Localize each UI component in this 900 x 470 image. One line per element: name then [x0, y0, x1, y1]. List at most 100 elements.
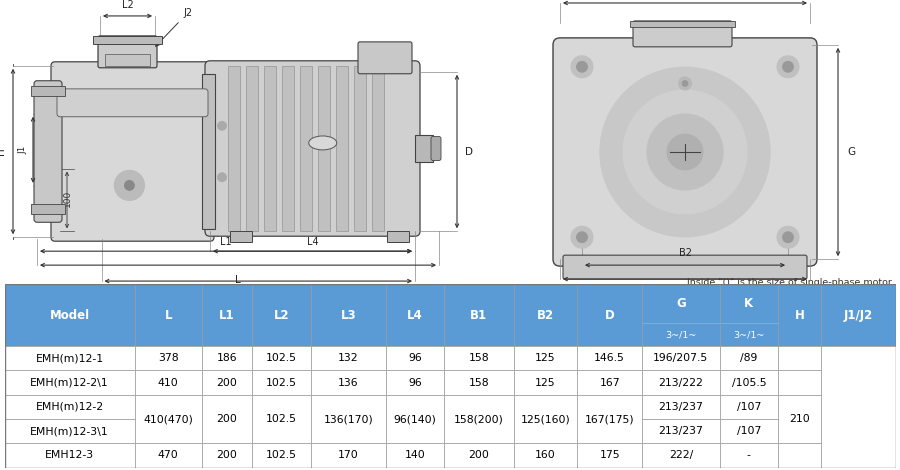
- FancyBboxPatch shape: [358, 42, 412, 74]
- Circle shape: [124, 180, 134, 190]
- FancyBboxPatch shape: [563, 255, 807, 279]
- Bar: [643, 370, 720, 395]
- Bar: [252, 284, 310, 346]
- Bar: [135, 370, 202, 395]
- FancyBboxPatch shape: [34, 81, 62, 222]
- Bar: [135, 346, 202, 370]
- Bar: [264, 66, 275, 231]
- Text: 410: 410: [158, 377, 178, 388]
- Circle shape: [571, 226, 593, 248]
- Bar: [246, 66, 257, 231]
- Text: B2: B2: [679, 248, 691, 258]
- Bar: [4, 419, 135, 443]
- Circle shape: [647, 114, 723, 190]
- Text: L2: L2: [122, 0, 133, 10]
- Bar: [643, 284, 720, 323]
- Bar: [643, 443, 720, 468]
- Text: 102.5: 102.5: [266, 377, 297, 388]
- Bar: [643, 346, 720, 370]
- Bar: [310, 346, 386, 370]
- Bar: [821, 346, 896, 468]
- Text: 470: 470: [158, 450, 178, 461]
- Circle shape: [777, 56, 799, 78]
- Bar: [4, 443, 135, 468]
- Bar: [514, 395, 577, 443]
- Circle shape: [782, 232, 794, 243]
- Bar: [372, 66, 383, 231]
- Bar: [282, 66, 293, 231]
- Text: 378: 378: [158, 353, 178, 363]
- Text: 146.5: 146.5: [594, 353, 625, 363]
- Text: /105.5: /105.5: [732, 377, 766, 388]
- Bar: [720, 370, 778, 395]
- Bar: [643, 323, 720, 346]
- Bar: [630, 21, 735, 27]
- Text: 186: 186: [217, 353, 238, 363]
- Bar: [643, 395, 720, 419]
- Bar: [202, 284, 252, 346]
- Bar: [4, 395, 135, 419]
- Text: L3: L3: [340, 309, 356, 321]
- Text: EMH(m)12-3\1: EMH(m)12-3\1: [31, 426, 109, 436]
- Text: 102.5: 102.5: [266, 450, 297, 461]
- FancyBboxPatch shape: [51, 62, 214, 241]
- Text: 213/237: 213/237: [659, 426, 703, 436]
- Text: J2: J2: [156, 8, 192, 46]
- Bar: [252, 395, 310, 443]
- Text: L: L: [165, 309, 172, 321]
- Text: 96(140): 96(140): [393, 414, 436, 424]
- Circle shape: [218, 173, 227, 182]
- Text: EMH(m)12-2: EMH(m)12-2: [36, 402, 104, 412]
- Circle shape: [782, 61, 794, 72]
- Text: G: G: [847, 147, 855, 157]
- Bar: [202, 443, 252, 468]
- FancyBboxPatch shape: [633, 21, 732, 47]
- Text: L: L: [235, 275, 241, 285]
- Text: L4: L4: [407, 309, 423, 321]
- Bar: [4, 346, 135, 370]
- Circle shape: [577, 232, 588, 243]
- Bar: [202, 346, 252, 370]
- Bar: [720, 395, 778, 419]
- Text: L1: L1: [220, 237, 232, 247]
- Bar: [778, 284, 821, 346]
- Bar: [135, 395, 202, 443]
- Bar: [105, 54, 150, 66]
- Ellipse shape: [309, 136, 337, 150]
- Circle shape: [623, 90, 747, 214]
- Bar: [386, 284, 445, 346]
- FancyBboxPatch shape: [553, 38, 817, 266]
- Text: 136: 136: [338, 377, 358, 388]
- Text: H: H: [795, 309, 805, 321]
- Text: /107: /107: [737, 402, 761, 412]
- Text: 125(160): 125(160): [520, 414, 571, 424]
- Circle shape: [777, 226, 799, 248]
- Text: -: -: [747, 450, 751, 461]
- Text: 410(470): 410(470): [143, 414, 194, 424]
- Text: J1: J1: [18, 146, 27, 154]
- Bar: [93, 36, 162, 44]
- Bar: [252, 370, 310, 395]
- Bar: [202, 370, 252, 395]
- Text: 196/207.5: 196/207.5: [653, 353, 708, 363]
- Bar: [577, 443, 643, 468]
- Circle shape: [667, 134, 703, 170]
- Bar: [300, 66, 311, 231]
- Text: 213/237: 213/237: [659, 402, 703, 412]
- Bar: [445, 370, 514, 395]
- Bar: [720, 346, 778, 370]
- Bar: [202, 395, 252, 443]
- Bar: [336, 66, 347, 231]
- Bar: [4, 284, 135, 346]
- Text: 132: 132: [338, 353, 358, 363]
- Text: 200: 200: [216, 414, 238, 424]
- Text: 136(170): 136(170): [323, 414, 373, 424]
- Text: D: D: [605, 309, 615, 321]
- Text: EMH(m)12-1: EMH(m)12-1: [36, 353, 104, 363]
- Bar: [514, 346, 577, 370]
- Bar: [445, 443, 514, 468]
- Text: K: K: [744, 297, 753, 310]
- FancyBboxPatch shape: [57, 89, 208, 117]
- Text: 213/222: 213/222: [659, 377, 703, 388]
- Text: 96: 96: [408, 377, 422, 388]
